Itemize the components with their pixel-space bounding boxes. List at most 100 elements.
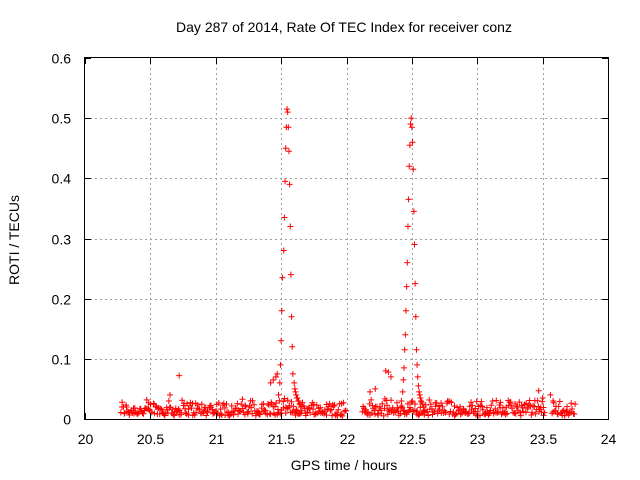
y-tick-label: 0.5	[52, 111, 72, 127]
data-point	[279, 274, 286, 281]
data-point	[523, 400, 530, 407]
data-point	[371, 411, 378, 418]
data-point	[321, 408, 328, 415]
data-point	[404, 223, 411, 230]
data-point	[292, 388, 299, 395]
data-point	[181, 400, 188, 407]
data-point	[487, 407, 494, 414]
data-point	[188, 405, 195, 412]
data-point	[217, 411, 224, 418]
data-point	[402, 307, 409, 314]
data-point	[514, 403, 521, 410]
data-point	[561, 412, 568, 419]
data-point	[215, 399, 222, 406]
data-point	[547, 391, 554, 398]
data-point	[274, 370, 281, 377]
data-point	[549, 410, 556, 417]
data-point	[285, 148, 292, 155]
data-point	[171, 412, 178, 419]
data-point	[512, 400, 519, 407]
data-point	[412, 313, 419, 320]
chart-title: Day 287 of 2014, Rate Of TEC Index for r…	[176, 19, 512, 35]
data-point	[432, 403, 439, 410]
data-point	[409, 398, 416, 405]
data-point	[460, 405, 467, 412]
data-point	[388, 397, 395, 404]
data-point	[281, 395, 288, 402]
data-point	[405, 196, 412, 203]
data-point	[399, 404, 406, 411]
data-point	[230, 411, 237, 418]
data-point	[413, 346, 420, 353]
data-point	[568, 400, 575, 407]
data-point	[469, 402, 476, 409]
data-point	[281, 214, 288, 221]
data-point	[140, 410, 147, 417]
data-point	[442, 409, 449, 416]
data-point	[426, 397, 433, 404]
data-point	[282, 145, 289, 152]
data-point	[124, 408, 131, 415]
data-point	[393, 399, 400, 406]
data-point	[150, 400, 157, 407]
x-tick-label: 22	[340, 431, 356, 447]
data-point	[416, 391, 423, 398]
data-point	[420, 403, 427, 410]
data-point	[284, 109, 291, 116]
data-point	[282, 178, 289, 185]
data-point	[119, 399, 126, 406]
data-point	[532, 410, 539, 417]
data-point	[131, 404, 138, 411]
data-point	[282, 404, 289, 411]
data-point	[330, 403, 337, 410]
data-point	[286, 181, 293, 188]
data-point	[550, 397, 557, 404]
data-point	[299, 399, 306, 406]
data-point	[359, 408, 366, 415]
data-point	[479, 403, 486, 410]
data-point	[418, 397, 425, 404]
data-point	[403, 283, 410, 290]
data-point	[410, 166, 417, 173]
data-point	[406, 163, 413, 170]
data-point	[367, 388, 374, 395]
data-point	[142, 405, 149, 412]
data-point	[453, 410, 460, 417]
data-point	[534, 397, 541, 404]
data-point	[451, 403, 458, 410]
data-point	[277, 410, 284, 417]
data-point	[497, 399, 504, 406]
data-point	[555, 403, 562, 410]
data-point	[306, 405, 313, 412]
data-point	[404, 400, 411, 407]
data-point	[176, 372, 183, 379]
data-point	[414, 408, 421, 415]
data-point	[509, 405, 516, 412]
data-point	[310, 406, 317, 413]
data-point	[408, 115, 415, 122]
data-point	[499, 404, 506, 411]
data-point	[151, 410, 158, 417]
data-point	[340, 399, 347, 406]
data-point	[228, 402, 235, 409]
data-point	[412, 401, 419, 408]
data-point	[455, 407, 462, 414]
data-point	[223, 401, 230, 408]
data-point	[327, 407, 334, 414]
y-tick-label: 0.6	[52, 51, 72, 67]
data-point	[296, 410, 303, 417]
data-point	[495, 408, 502, 415]
x-tick-label: 23	[470, 431, 486, 447]
data-point	[194, 401, 201, 408]
grid-layer	[85, 58, 608, 419]
data-point	[416, 388, 423, 395]
data-point	[291, 385, 298, 392]
data-point	[198, 401, 205, 408]
data-point	[182, 410, 189, 417]
data-point	[516, 399, 523, 406]
data-point	[160, 411, 167, 418]
data-point	[457, 403, 464, 410]
data-point	[466, 403, 473, 410]
y-tick-label: 0.2	[52, 292, 72, 308]
